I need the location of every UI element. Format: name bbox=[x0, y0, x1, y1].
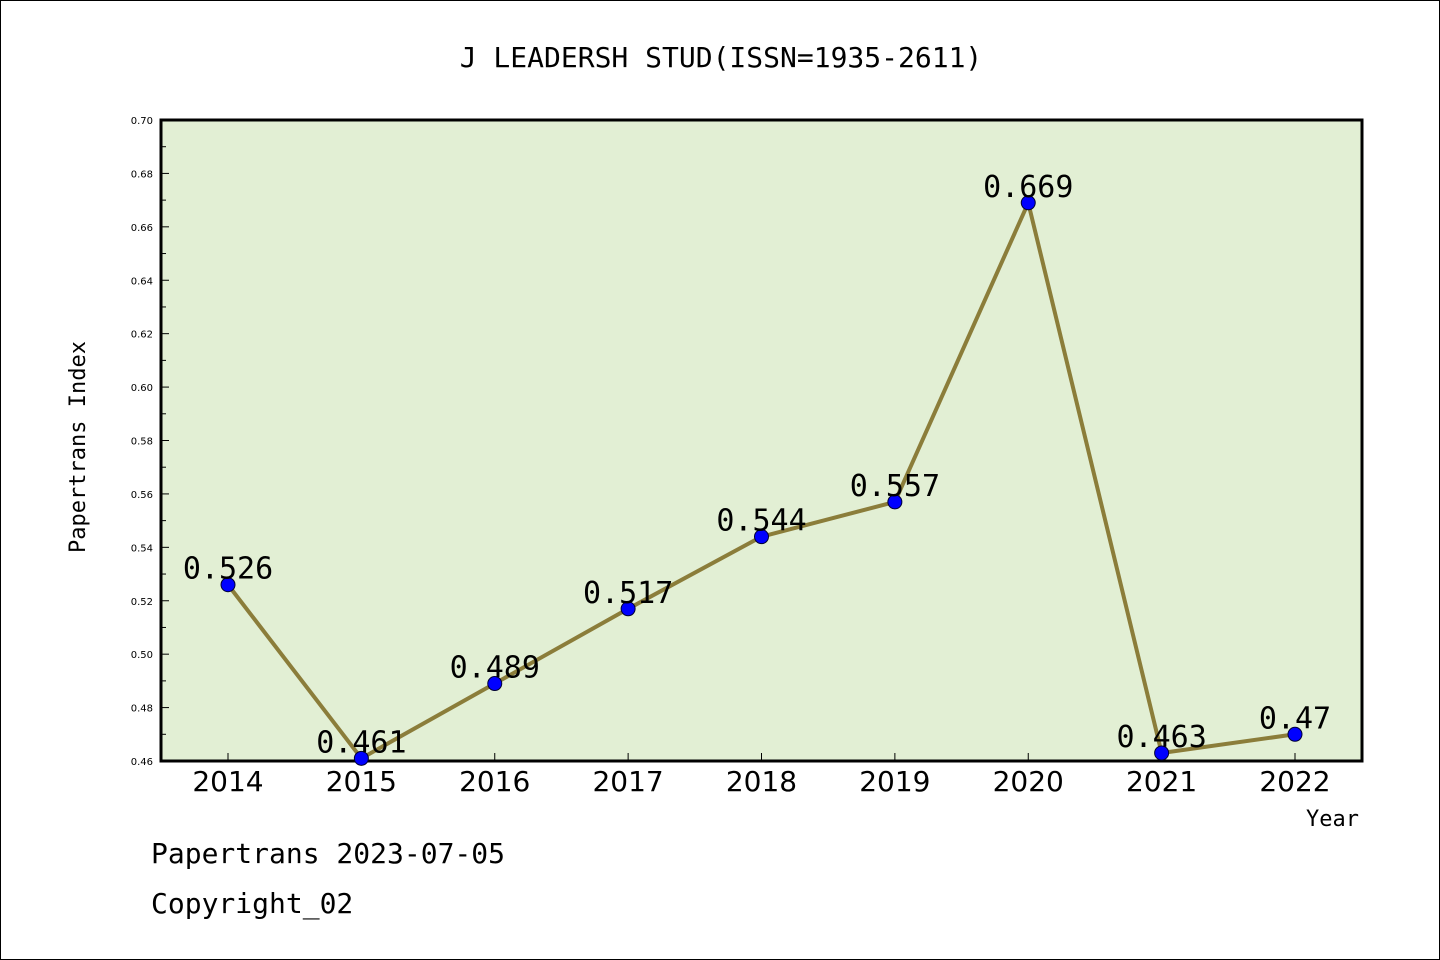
data-label: 0.526 bbox=[183, 552, 273, 587]
x-tick-label: 2020 bbox=[993, 765, 1064, 798]
data-point bbox=[887, 494, 903, 510]
y-tick-label: 0.70 bbox=[131, 116, 153, 127]
footer-date: Papertrans 2023-07-05 bbox=[151, 837, 506, 870]
x-axis-ticks: 2014 2015 2016 2017 2018 2019 2020 2021 2022 bbox=[192, 753, 1331, 798]
x-tick-label: 2017 bbox=[592, 765, 663, 798]
y-tick-label: 0.48 bbox=[131, 704, 153, 715]
data-label: 0.517 bbox=[583, 576, 673, 611]
y-tick-label: 0.56 bbox=[131, 490, 153, 501]
y-tick-label: 0.52 bbox=[131, 597, 153, 608]
data-label: 0.669 bbox=[983, 170, 1073, 205]
y-tick-label: 0.58 bbox=[131, 437, 153, 448]
data-point bbox=[620, 601, 636, 617]
data-point bbox=[1287, 726, 1303, 742]
x-tick-label: 2016 bbox=[459, 765, 530, 798]
y-axis-title: Papertrans Index bbox=[66, 341, 91, 553]
x-tick-label: 2021 bbox=[1126, 765, 1197, 798]
plot-area bbox=[159, 118, 1364, 763]
x-tick-label: 2014 bbox=[192, 765, 263, 798]
data-label: 0.489 bbox=[450, 651, 540, 686]
y-tick-label: 0.66 bbox=[131, 223, 153, 234]
series-layer: 0.526 0.461 0.489 0.517 0.544 0.557 0.669 0.463… bbox=[183, 170, 1331, 766]
data-label: 0.463 bbox=[1116, 720, 1206, 755]
x-tick-label: 2022 bbox=[1259, 765, 1330, 798]
y-tick-label: 0.64 bbox=[131, 276, 153, 287]
x-axis-title: Year bbox=[1306, 807, 1359, 832]
footer-copyright: Copyright_02 bbox=[151, 887, 354, 920]
y-tick-label: 0.68 bbox=[131, 169, 153, 180]
y-tick-label: 0.50 bbox=[131, 650, 153, 661]
x-tick-label: 2015 bbox=[326, 765, 397, 798]
chart-title: J LEADERSH STUD(ISSN=1935-2611) bbox=[460, 41, 983, 74]
data-point bbox=[754, 529, 769, 545]
data-label: 0.461 bbox=[316, 725, 406, 760]
data-point bbox=[353, 750, 369, 766]
data-label: 0.47 bbox=[1259, 701, 1331, 736]
data-point bbox=[1154, 745, 1170, 761]
data-point bbox=[1020, 195, 1036, 211]
data-point bbox=[220, 577, 236, 593]
y-tick-label: 0.62 bbox=[131, 330, 153, 341]
data-point bbox=[487, 676, 503, 692]
data-label: 0.557 bbox=[850, 469, 940, 504]
x-tick-label: 2019 bbox=[859, 765, 930, 798]
data-label: 0.544 bbox=[716, 504, 806, 539]
y-tick-label: 0.60 bbox=[131, 383, 153, 394]
y-tick-label: 0.46 bbox=[131, 757, 153, 768]
y-tick-label: 0.54 bbox=[131, 543, 153, 554]
y-axis-ticks: 0.46 0.48 0.50 0.52 0.54 0.56 0.58 0.60 0.62 0.64… bbox=[131, 116, 169, 768]
x-tick-label: 2018 bbox=[726, 765, 797, 798]
